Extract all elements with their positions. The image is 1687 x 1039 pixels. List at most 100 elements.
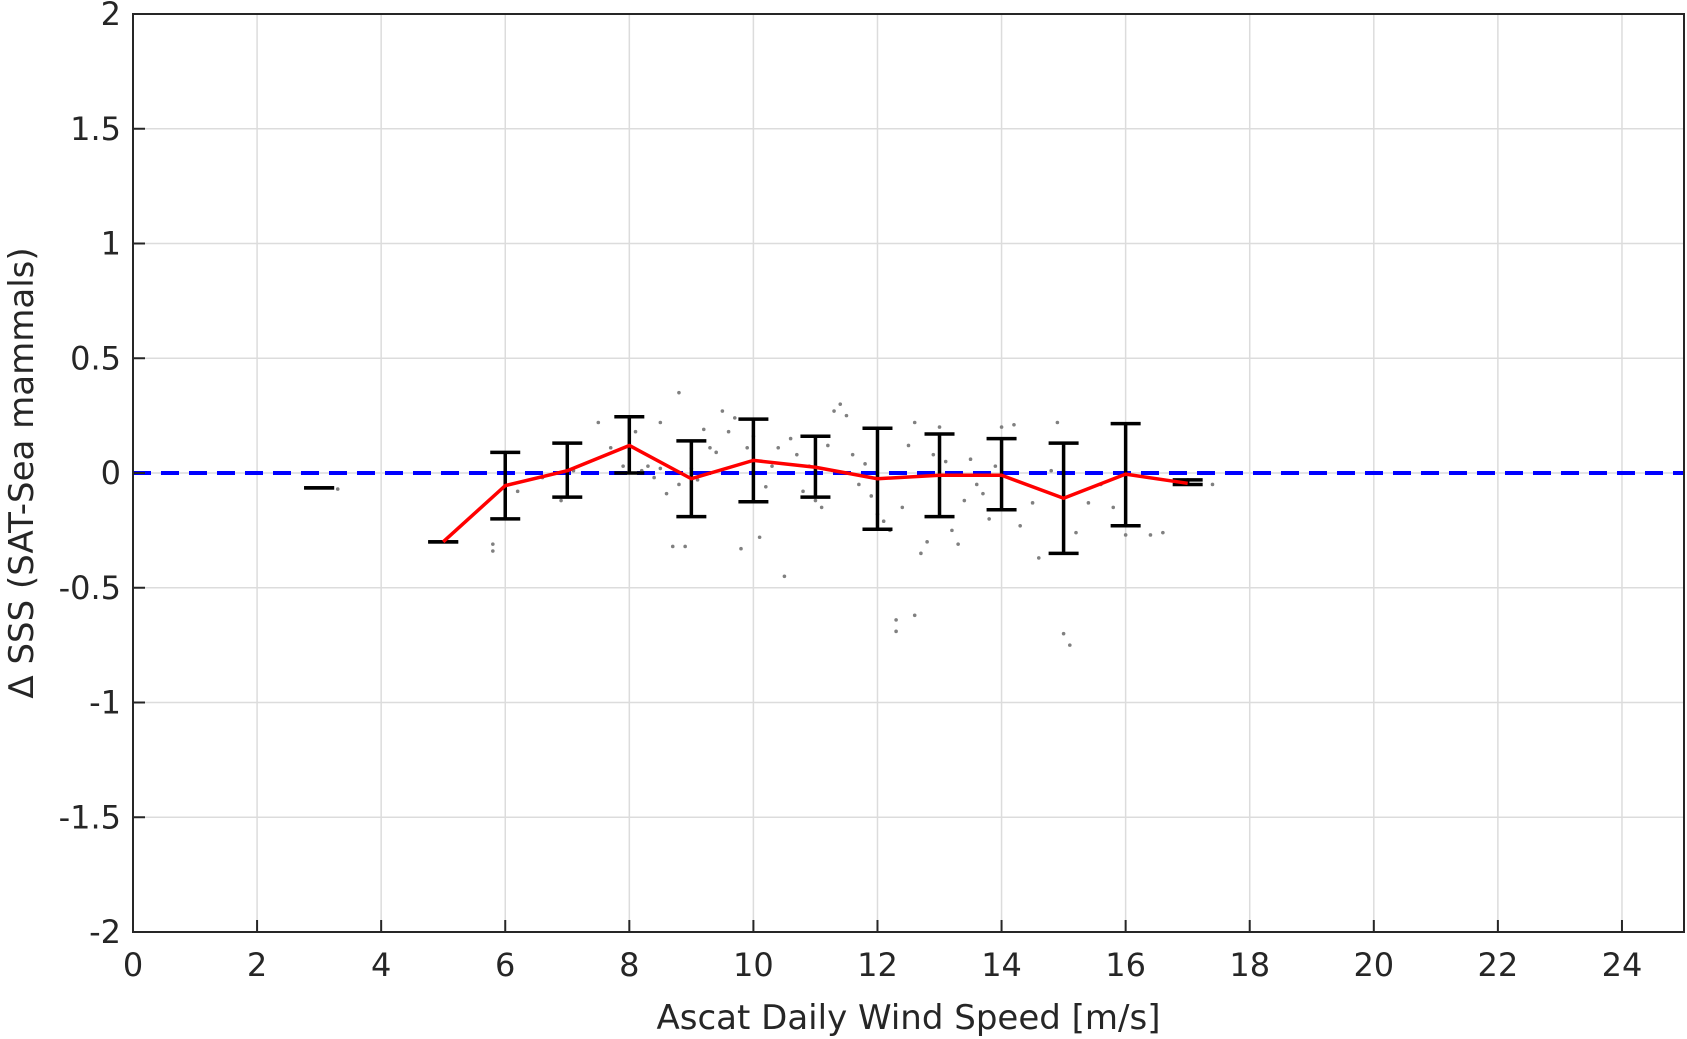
scatter-point (720, 409, 725, 413)
scatter-point (701, 427, 706, 432)
scatter-point (559, 498, 563, 503)
scatter-point (677, 482, 681, 487)
scatter-point (894, 629, 898, 634)
scatter-point (869, 494, 874, 498)
scatter-point (1036, 556, 1041, 560)
y-tick-label: -2 (89, 913, 121, 951)
scatter-point (857, 482, 861, 487)
x-tick-label: 16 (1105, 946, 1146, 984)
scatter-point (776, 445, 781, 450)
scatter-point (832, 409, 836, 413)
scatter-point (658, 420, 663, 425)
scatter-point (801, 489, 805, 494)
scatter-point (1123, 533, 1128, 537)
x-axis-label: Ascat Daily Wind Speed [m/s] (657, 998, 1161, 1038)
scatter-point (943, 459, 948, 464)
scatter-point (1049, 468, 1053, 473)
scatter-point (739, 546, 743, 551)
scatter-point (770, 464, 774, 468)
scatter-point (652, 475, 656, 480)
scatter-point (670, 544, 675, 549)
scatter-point (1030, 501, 1035, 505)
y-tick-label: -0.5 (59, 569, 121, 607)
scatter-point (1210, 482, 1215, 487)
x-tick-label: 4 (371, 946, 391, 984)
scatter-point (782, 574, 787, 579)
scatter-point (1068, 643, 1072, 647)
scatter-point (987, 517, 991, 521)
scatter-point (863, 462, 867, 466)
scatter-point (1074, 530, 1078, 535)
scatter-point (491, 542, 495, 546)
mean-line (442, 443, 1188, 544)
scatter-point (850, 452, 855, 457)
scatter-point (826, 443, 830, 448)
y-axis-label: Δ SSS (SAT-Sea mammals) (2, 247, 42, 698)
scatter-point (1086, 501, 1091, 505)
scatter-point (1161, 530, 1165, 535)
scatter-point (1012, 423, 1016, 427)
mean-line-group (442, 443, 1188, 544)
scatter-point (677, 390, 681, 395)
scatter-point (819, 505, 824, 510)
scatter-point (894, 618, 898, 622)
scatter-point (633, 429, 638, 434)
scatter-point (491, 549, 495, 553)
scatter-point (795, 452, 799, 457)
scatter-points (335, 390, 1215, 647)
scatter-point (646, 464, 650, 468)
x-tick-label: 8 (619, 946, 639, 984)
scatter-point (764, 484, 768, 489)
scatter-point (732, 416, 737, 420)
x-tick-label: 22 (1478, 946, 1519, 984)
y-tick-label: 1.5 (70, 110, 121, 148)
y-tick-label: 2 (101, 0, 121, 33)
scatter-point (912, 420, 917, 425)
scatter-point (745, 445, 749, 450)
x-tick-label: 0 (123, 946, 143, 984)
scatter-point (962, 498, 967, 503)
scatter-point (838, 402, 843, 406)
x-tick-label: 24 (1602, 946, 1643, 984)
scatter-point (664, 491, 669, 496)
y-tick-label: 0 (101, 454, 121, 492)
scatter-point (999, 425, 1004, 429)
scatter-point (608, 445, 613, 450)
y-tick-label: -1 (89, 684, 121, 722)
scatter-point (912, 613, 917, 618)
x-tick-label: 18 (1229, 946, 1270, 984)
scatter-point (981, 491, 985, 496)
y-tick-label: -1.5 (59, 798, 121, 836)
scatter-point (683, 544, 687, 549)
ticks: 0 2 4 6 8 10 12 14 16 18 20 22 24-2-1.5-1-0.500.511.… (59, 0, 1643, 984)
x-tick-label: 2 (247, 946, 267, 984)
scatter-point (968, 457, 973, 462)
scatter-point (621, 464, 625, 468)
scatter-point (900, 505, 905, 510)
scatter-point (956, 542, 960, 546)
scatter-point (788, 436, 793, 441)
scatter-point (658, 466, 663, 471)
scatter-point (1061, 631, 1066, 636)
y-tick-label: 1 (101, 225, 121, 263)
scatter-point (931, 452, 936, 457)
x-tick-label: 12 (857, 946, 898, 984)
scatter-point (596, 420, 601, 425)
scatter-point (1111, 505, 1116, 510)
scatter-point (906, 443, 911, 448)
scatter-point (925, 540, 929, 544)
scatter-point (844, 413, 849, 418)
scatter-point (726, 429, 731, 434)
scatter-point (919, 551, 923, 556)
scatter-point (714, 450, 718, 455)
y-tick-label: 0.5 (70, 339, 121, 377)
scatter-point (950, 528, 954, 533)
x-tick-label: 6 (495, 946, 515, 984)
scatter-point (1018, 523, 1022, 528)
grid (133, 14, 1684, 932)
scatter-point (708, 445, 712, 450)
scatter-point (881, 519, 886, 523)
scatter-point (335, 487, 340, 491)
